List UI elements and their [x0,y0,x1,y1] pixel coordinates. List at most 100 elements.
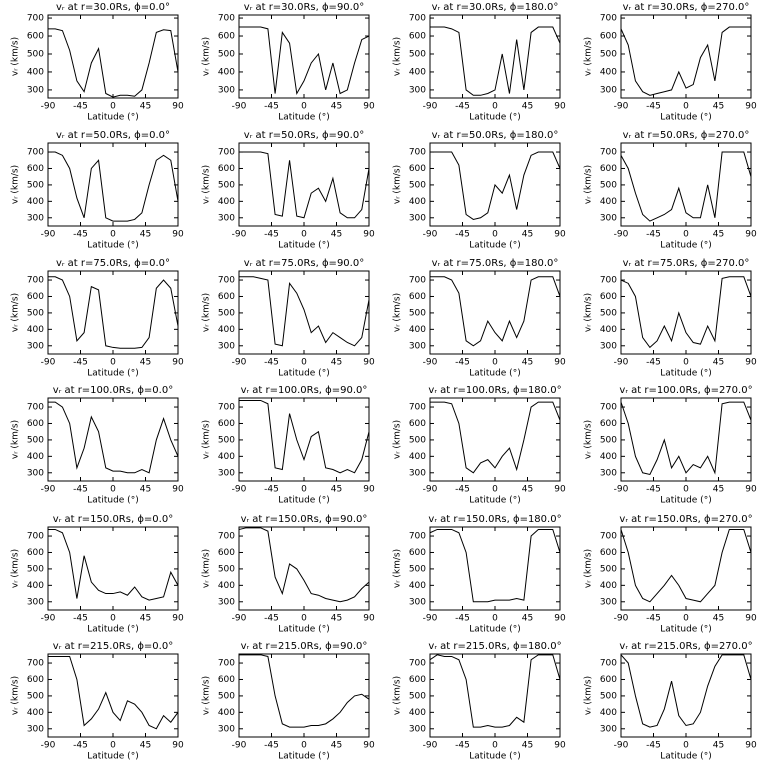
chart-title: vᵣ at r=215.0Rs, ϕ=180.0° [428,641,561,652]
data-line [430,401,561,474]
y-tick-label: 400 [409,708,426,718]
y-tick-label: 400 [218,452,235,462]
x-tick-label: -45 [73,614,88,624]
x-tick-label: 90 [554,230,566,240]
y-tick-label: 300 [409,597,426,607]
y-axis-label: vᵣ (km/s) [393,293,403,332]
data-line [238,527,370,603]
x-tick-label: 0 [110,741,116,751]
plot-frame [238,270,370,355]
x-axis-label: Latitude (°) [278,496,329,506]
x-tick-label: -45 [646,102,661,112]
x-tick-label: 0 [492,102,498,112]
y-tick-label: 300 [218,724,235,734]
y-tick-label: 300 [27,597,44,607]
y-axis-label: vᵣ (km/s) [584,676,594,715]
x-axis-label: Latitude (°) [87,496,138,506]
data-line [239,654,370,728]
x-tick-label: 45 [522,230,533,240]
y-axis-label: vᵣ (km/s) [393,37,403,76]
plot-frame [429,653,561,738]
x-tick-label: 0 [683,230,689,240]
y-tick-label: 300 [27,468,44,478]
x-tick-label: 90 [745,102,757,112]
x-tick-label: 45 [713,485,724,495]
y-tick-label: 500 [409,564,426,574]
plot-frame [238,142,370,227]
data-line [620,528,752,603]
chart-title: vᵣ at r=150.0Rs, ϕ=90.0° [241,514,368,525]
y-tick-label: 400 [27,325,44,335]
chart-title: vᵣ at r=75.0Rs, ϕ=180.0° [432,258,559,269]
x-tick-label: 90 [172,358,184,368]
y-tick-label: 400 [27,708,44,718]
y-tick-label: 500 [409,308,426,318]
x-tick-label: 0 [492,485,498,495]
y-tick-label: 300 [409,85,426,95]
y-tick-label: 400 [27,67,44,77]
x-tick-label: 0 [683,741,689,751]
x-tick-label: 45 [713,741,724,751]
y-tick-label: 500 [409,180,426,190]
y-tick-label: 400 [409,325,426,335]
x-tick-label: -90 [614,741,629,751]
x-tick-label: 0 [683,358,689,368]
data-line [429,528,561,603]
y-tick-label: 300 [600,341,617,351]
chart-title: vᵣ at r=30.0Rs, ϕ=180.0° [432,2,559,13]
x-tick-label: 45 [331,102,342,112]
y-tick-label: 500 [218,180,235,190]
y-tick-label: 700 [600,659,617,669]
x-tick-label: 0 [301,485,307,495]
x-axis-label: Latitude (°) [660,113,711,123]
y-axis-label: vᵣ (km/s) [11,549,21,588]
x-tick-label: 0 [492,358,498,368]
x-tick-label: -90 [41,485,56,495]
y-tick-label: 400 [409,197,426,207]
y-axis-label: vᵣ (km/s) [202,676,212,715]
x-axis-label: Latitude (°) [660,625,711,635]
plot-frame [620,653,752,738]
plot-frame [47,14,179,99]
y-tick-label: 400 [600,67,617,77]
y-axis-label: vᵣ (km/s) [393,676,403,715]
chart-title: vᵣ at r=75.0Rs, ϕ=270.0° [623,258,750,269]
x-axis-label: Latitude (°) [469,241,520,251]
x-tick-label: 90 [363,485,375,495]
data-line [48,28,179,98]
y-tick-label: 400 [600,581,617,591]
chart-title: vᵣ at r=100.0Rs, ϕ=0.0° [53,385,173,396]
y-tick-label: 300 [218,85,235,95]
y-tick-label: 500 [218,49,235,59]
y-tick-label: 500 [600,180,617,190]
y-axis-label: vᵣ (km/s) [11,293,21,332]
x-tick-label: 90 [554,358,566,368]
y-tick-label: 500 [27,691,44,701]
y-tick-label: 600 [218,292,235,302]
y-tick-label: 500 [600,564,617,574]
x-tick-label: 90 [745,485,757,495]
y-tick-label: 700 [27,276,44,286]
y-tick-label: 500 [27,308,44,318]
x-tick-label: 0 [301,741,307,751]
data-line [48,401,179,474]
y-tick-label: 600 [218,675,235,685]
x-tick-label: -45 [264,358,279,368]
y-axis-label: vᵣ (km/s) [584,165,594,204]
x-tick-label: -45 [455,485,470,495]
x-tick-label: 45 [331,230,342,240]
x-tick-label: 0 [110,358,116,368]
x-tick-label: -45 [264,102,279,112]
x-tick-label: 45 [331,614,342,624]
y-tick-label: 400 [218,325,235,335]
y-tick-label: 600 [27,548,44,558]
x-tick-label: 0 [683,102,689,112]
y-tick-label: 700 [27,532,44,542]
y-tick-label: 400 [218,197,235,207]
y-tick-label: 300 [409,341,426,351]
x-tick-label: -90 [614,485,629,495]
x-tick-label: -45 [455,614,470,624]
x-tick-label: 45 [140,230,151,240]
plot-frame [620,270,752,355]
x-axis-label: Latitude (°) [469,496,520,506]
